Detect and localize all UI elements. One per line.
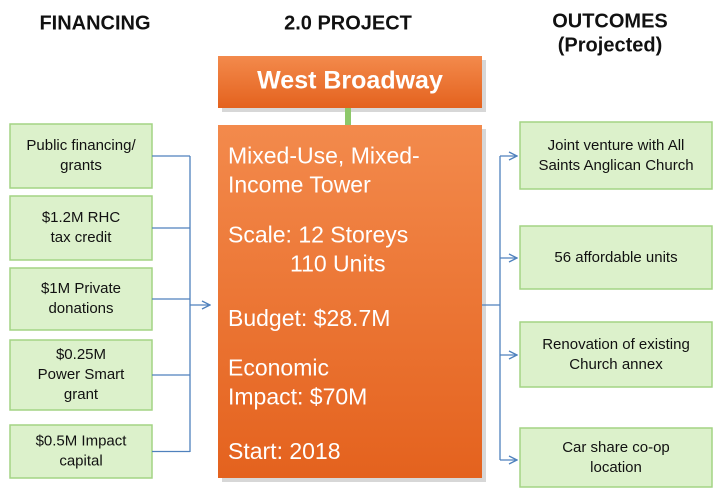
outcome-box — [519, 225, 713, 290]
text-line: Mixed-Use, Mixed- — [228, 143, 420, 169]
text-line: Public financing/ — [26, 137, 136, 154]
text-line: Economic — [228, 355, 329, 381]
outcome-box — [519, 321, 713, 388]
connector — [345, 108, 351, 125]
text-line: $0.25M — [56, 346, 106, 363]
connector — [189, 156, 210, 452]
text-line: $1.2M RHC — [42, 209, 121, 226]
text-line: grant — [64, 386, 99, 403]
connector — [482, 156, 501, 460]
header: 2.0 PROJECT — [284, 12, 412, 34]
text-line: Joint venture with All — [548, 137, 685, 154]
text-line: Car share co-op — [562, 439, 670, 456]
text-line: Scale: 12 Storeys — [228, 222, 408, 248]
header: FINANCING — [39, 12, 150, 34]
header: (Projected) — [558, 34, 662, 56]
text-line: 110 Units — [290, 251, 385, 277]
text-line: $0.5M Impact — [36, 432, 128, 449]
project-box — [218, 125, 482, 478]
text-line: Start: 2018 — [228, 438, 341, 464]
title-box — [218, 56, 482, 108]
text-line: Saints Anglican Church — [538, 157, 693, 174]
text-line: Power Smart — [38, 366, 126, 383]
financing-box — [9, 267, 153, 331]
text-line: Impact: $70M — [228, 384, 367, 410]
text-line: $1M Private — [41, 280, 121, 297]
financing-box — [9, 339, 153, 411]
text-line: capital — [59, 452, 102, 469]
financing-box — [9, 123, 153, 189]
project-title: West Broadway — [257, 67, 443, 95]
text-line: location — [590, 459, 642, 476]
text-line: Budget: $28.7M — [228, 305, 390, 331]
outcome-box — [519, 427, 713, 488]
text-line: tax credit — [51, 229, 113, 246]
text-line: Income Tower — [228, 172, 371, 198]
connectors — [189, 156, 501, 460]
header: OUTCOMES — [552, 10, 668, 32]
text-line: grants — [60, 157, 102, 174]
text-line: Church annex — [569, 356, 663, 373]
text-line: 56 affordable units — [554, 249, 677, 266]
text-line: Renovation of existing — [542, 336, 690, 353]
financing-box — [9, 195, 153, 261]
text-line: donations — [48, 300, 113, 317]
outcome-box — [519, 121, 713, 190]
